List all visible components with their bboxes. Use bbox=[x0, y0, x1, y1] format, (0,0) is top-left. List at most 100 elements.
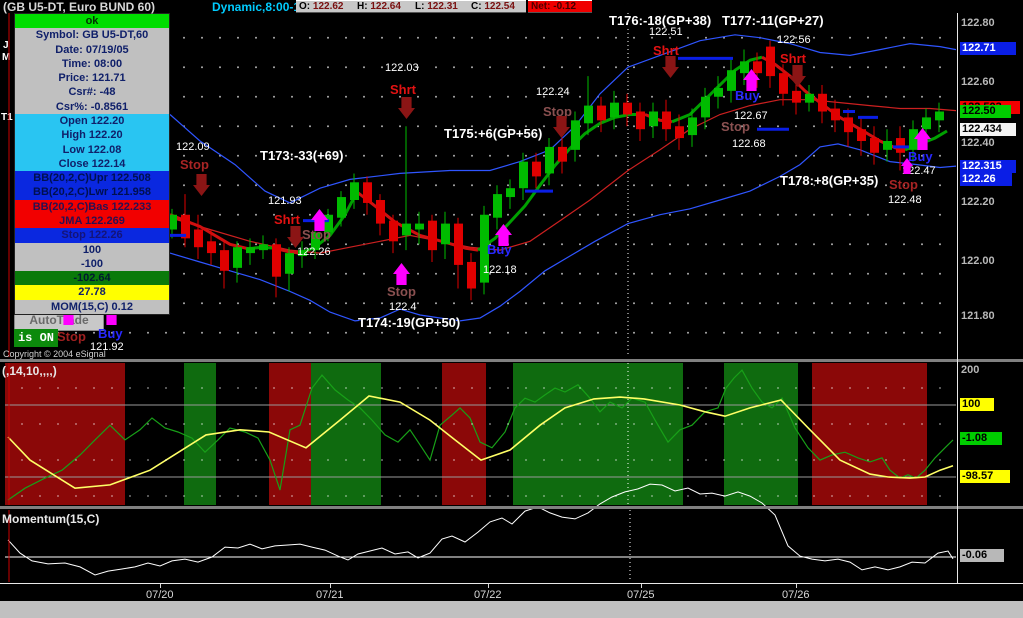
trade-result-label: T173:-33(+69) bbox=[260, 148, 344, 163]
candle bbox=[259, 244, 268, 251]
stop-signal-label: Stop bbox=[889, 177, 918, 192]
candle bbox=[545, 146, 554, 174]
trade-result-label: T176:-18(GP+38) bbox=[609, 13, 712, 28]
data-window-row: -102.64 bbox=[15, 271, 169, 286]
trend-band bbox=[442, 363, 486, 505]
signal-price-label: 121.92 bbox=[90, 341, 124, 353]
candle bbox=[376, 200, 385, 224]
trade-result-label: T175:+6(GP+56) bbox=[444, 126, 543, 141]
candle bbox=[818, 93, 827, 112]
data-window-row: 27.78 bbox=[15, 285, 169, 300]
trade-result-label: T177:-11(GP+27) bbox=[722, 13, 824, 28]
candle bbox=[740, 61, 749, 74]
sell-arrow-icon bbox=[287, 226, 304, 248]
panel-divider[interactable] bbox=[0, 359, 1023, 362]
axis-scale-label: 122.00 bbox=[961, 255, 995, 267]
candle bbox=[428, 220, 437, 251]
candle bbox=[675, 126, 684, 139]
window-bottom-edge bbox=[0, 601, 1023, 618]
candle bbox=[792, 90, 801, 103]
trend-band bbox=[724, 363, 798, 505]
sell-arrow-icon bbox=[193, 174, 210, 196]
time-axis-label: 07/20 bbox=[146, 589, 174, 601]
candle bbox=[493, 194, 502, 218]
axis-scale-label: 122.40 bbox=[961, 137, 995, 149]
candle bbox=[922, 117, 931, 130]
quote-low: L: 122.31 bbox=[412, 0, 468, 13]
data-window-row: BB(20,2,C)Upr 122.508 bbox=[15, 171, 169, 186]
data-window-row: Open 122.20 bbox=[15, 113, 169, 129]
data-window-row: Low 122.08 bbox=[15, 142, 169, 157]
candle bbox=[831, 108, 840, 121]
candle bbox=[558, 146, 567, 162]
candle bbox=[480, 214, 489, 283]
price-axis-border bbox=[957, 11, 958, 583]
data-window-row: High 122.20 bbox=[15, 128, 169, 143]
candle bbox=[506, 188, 515, 198]
axis-value-badge: -0.06 bbox=[960, 549, 1004, 562]
stoch-panel-label: (,14,10,,,,) bbox=[2, 364, 57, 378]
quote-open: O: 122.62 bbox=[296, 0, 354, 13]
time-axis[interactable]: 07/20 07/21 07/22 07/25 07/26 bbox=[0, 584, 1023, 601]
price-label: 122.67 bbox=[734, 110, 768, 122]
candle bbox=[870, 138, 879, 153]
data-window-row: MOM(15,C) 0.12 bbox=[15, 299, 169, 314]
stop-signal-label: Stop bbox=[180, 157, 209, 172]
data-window-row: Stop 122.26 bbox=[15, 228, 169, 243]
axis-scale-label: 121.80 bbox=[961, 310, 995, 322]
candle bbox=[454, 223, 463, 265]
trend-band bbox=[486, 363, 513, 505]
trend-band bbox=[269, 363, 311, 505]
autotrade-on-toggle[interactable]: is ON bbox=[14, 329, 58, 347]
time-axis-label: 07/25 bbox=[627, 589, 655, 601]
axis-scale-label: 200 bbox=[961, 364, 980, 376]
axis-value-badge: 100 bbox=[960, 398, 994, 411]
candle bbox=[727, 70, 736, 91]
trade-result-label: T178:+8(GP+35) bbox=[780, 173, 879, 188]
sell-arrow-icon bbox=[398, 97, 415, 119]
data-window-row: ok bbox=[15, 14, 169, 29]
stoch-panel-grid bbox=[5, 363, 955, 505]
candle bbox=[610, 102, 619, 118]
trend-band bbox=[381, 363, 442, 505]
axis-value-badge: 122.315 bbox=[960, 160, 1016, 173]
candle bbox=[337, 197, 346, 218]
momentum-line bbox=[7, 483, 954, 576]
candle bbox=[805, 93, 814, 103]
buy-signal-label: Buy bbox=[98, 326, 123, 341]
candle bbox=[935, 111, 944, 121]
axis-value-badge: 122.71 bbox=[960, 42, 1016, 55]
time-axis-tick bbox=[488, 584, 489, 588]
candle bbox=[324, 214, 333, 233]
candle bbox=[207, 241, 216, 254]
trend-band bbox=[683, 363, 724, 505]
data-window[interactable]: ok Symbol: GB U5-DT,60 Date: 07/19/05 Time:… bbox=[14, 13, 170, 315]
data-window-row: JMA 122.269 bbox=[15, 213, 169, 229]
candle bbox=[857, 129, 866, 141]
sell-arrow-icon bbox=[553, 116, 570, 138]
data-window-row: Date: 07/19/05 bbox=[15, 42, 169, 57]
data-window-row: Close 122.14 bbox=[15, 156, 169, 172]
price-label: 122.4 bbox=[389, 301, 417, 313]
copyright-notice: Copyright © 2004 eSignal bbox=[3, 349, 106, 359]
short-signal-label: Shrt bbox=[390, 82, 416, 97]
candle bbox=[389, 220, 398, 242]
candle bbox=[519, 161, 528, 189]
candle bbox=[350, 182, 359, 200]
candle bbox=[584, 105, 593, 124]
quote-net-change: Net: -0.12 bbox=[528, 0, 592, 13]
data-window-row: Csr#: -48 bbox=[15, 85, 169, 100]
data-window-row: 100 bbox=[15, 242, 169, 257]
sell-arrow-icon bbox=[662, 56, 679, 78]
stoch-slow-line bbox=[7, 395, 954, 490]
data-window-row: BB(20,2,C)Lwr 121.958 bbox=[15, 185, 169, 200]
time-axis-border bbox=[0, 583, 1023, 584]
axis-scale-label: 122.80 bbox=[961, 17, 995, 29]
panel-divider[interactable] bbox=[0, 506, 1023, 509]
trend-band bbox=[513, 363, 683, 505]
candle bbox=[467, 261, 476, 289]
price-label: 122.18 bbox=[483, 264, 517, 276]
hidden-label-fragment: T1 bbox=[1, 112, 13, 123]
